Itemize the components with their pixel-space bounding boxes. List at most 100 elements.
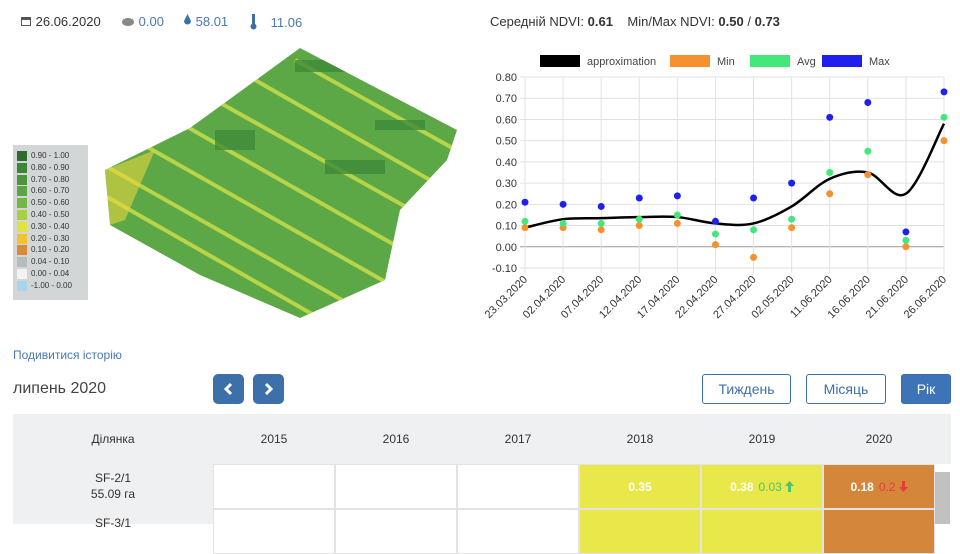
legend-swatch — [540, 55, 580, 67]
scrollbar[interactable] — [935, 472, 950, 524]
point — [521, 224, 529, 232]
period-label: липень 2020 — [13, 380, 107, 397]
legend-swatch — [750, 55, 790, 67]
y-tick-label: 0.30 — [496, 178, 517, 190]
month-button[interactable]: Місяць — [806, 374, 886, 404]
legend-label: -1.00 - 0.00 — [31, 280, 72, 290]
precipitation: 0.00 — [138, 14, 164, 29]
point — [902, 228, 910, 236]
arrow-shape — [784, 481, 794, 492]
point — [711, 217, 719, 225]
legend-swatch — [17, 174, 27, 185]
cell-change: 0.03 — [758, 479, 782, 494]
precip-item: 0.00 — [121, 14, 164, 29]
point — [750, 253, 758, 261]
point — [559, 219, 567, 227]
point — [559, 200, 567, 208]
legend-swatch — [822, 55, 862, 67]
legend-label: 0.00 - 0.04 — [31, 269, 70, 278]
legend-swatch — [17, 269, 27, 279]
legend-swatch — [17, 245, 27, 256]
point — [826, 169, 834, 176]
year-button[interactable]: Рік — [901, 374, 951, 404]
legend-label: approximation — [587, 56, 656, 68]
legend-row: 0.10 - 0.20 — [17, 245, 69, 256]
separator: / — [747, 14, 751, 29]
point — [864, 171, 872, 179]
temperature: 11.06 — [270, 15, 303, 30]
value-cell — [579, 509, 701, 554]
value-cell — [457, 509, 579, 554]
point — [597, 202, 605, 210]
row-name: SF-3/1 — [13, 515, 213, 531]
point — [750, 226, 758, 234]
history-link[interactable]: Подивитися історію — [13, 348, 122, 362]
column-header: Ділянка — [91, 432, 135, 446]
y-tick-label: 0.50 — [496, 136, 517, 148]
point — [673, 219, 681, 227]
legend-label: Max — [869, 56, 890, 68]
column-header: 2020 — [865, 432, 893, 446]
cloud-icon — [122, 18, 134, 26]
trend-arrow — [898, 481, 908, 492]
legend-label: 0.04 - 0.10 — [31, 257, 70, 267]
value-cell: 0.38 0.03 — [701, 464, 823, 509]
plot-area: 55.09 га — [90, 487, 136, 501]
legend-row: 0.70 - 0.80 — [17, 174, 69, 185]
trend-icon — [898, 481, 908, 492]
legend-row: 0.40 - 0.50 — [17, 210, 69, 220]
column-header: 2017 — [504, 432, 532, 446]
point — [864, 147, 872, 155]
point — [635, 222, 643, 230]
approximation-line — [524, 123, 946, 229]
cell-value: 0.35 — [628, 479, 652, 494]
ndvi-chart: -0.10 0.00 0.10 0.20 0.30 0.40 0.50 0.60 0.70 0.8… — [483, 55, 949, 321]
point — [940, 88, 948, 96]
point — [788, 215, 796, 223]
week-button[interactable]: Тиждень — [702, 374, 791, 404]
next-icon — [264, 382, 274, 396]
legend-label: Min — [717, 56, 735, 68]
y-tick-label: 0.00 — [496, 242, 517, 254]
cell-value: 0.18 — [850, 479, 874, 494]
y-tick-label: 0.70 — [496, 93, 517, 105]
humidity-item: 58.01 — [183, 14, 228, 29]
legend-swatch — [17, 151, 27, 161]
legend-swatch — [17, 221, 27, 232]
point — [902, 243, 910, 251]
plot-name: SF-3/1 — [94, 516, 131, 530]
legend-label: 0.60 - 0.70 — [31, 186, 70, 196]
legend-swatch — [17, 198, 27, 209]
date-item: 26.06.2020 — [20, 14, 101, 29]
legend-swatch — [17, 186, 27, 197]
table-name-col — [13, 464, 213, 524]
prev-button[interactable] — [213, 374, 244, 404]
legend-row: 0.60 - 0.70 — [17, 186, 70, 197]
legend-label: 0.30 - 0.40 — [31, 221, 70, 231]
arrow-shape — [898, 481, 908, 492]
legend-label: 0.40 - 0.50 — [31, 210, 70, 219]
next-button[interactable] — [253, 374, 284, 404]
minmax-label: Min/Max NDVI: — [627, 14, 715, 29]
point — [940, 113, 948, 121]
ndvi-summary: Середній NDVI: 0.61 Min/Max NDVI: 0.50 /… — [490, 14, 780, 29]
point — [864, 98, 872, 106]
point — [521, 217, 529, 225]
legend-swatch — [17, 210, 27, 220]
point — [788, 179, 796, 187]
cell-change: 0.2 — [878, 479, 896, 494]
max-value: 0.73 — [754, 14, 780, 29]
calendar-icon — [21, 17, 31, 26]
y-tick-label: 0.60 — [496, 114, 517, 126]
trend-icon — [784, 481, 794, 492]
point — [826, 113, 834, 121]
legend-row: 0.20 - 0.30 — [17, 233, 70, 244]
avg-value: 0.61 — [587, 14, 613, 29]
point — [902, 236, 910, 244]
legend-label: 0.20 - 0.30 — [31, 233, 70, 243]
legend-row: 0.00 - 0.04 — [17, 269, 69, 279]
value-cell — [823, 509, 935, 554]
trend-arrow — [784, 481, 794, 492]
point — [597, 226, 605, 234]
humidity: 58.01 — [195, 14, 229, 29]
